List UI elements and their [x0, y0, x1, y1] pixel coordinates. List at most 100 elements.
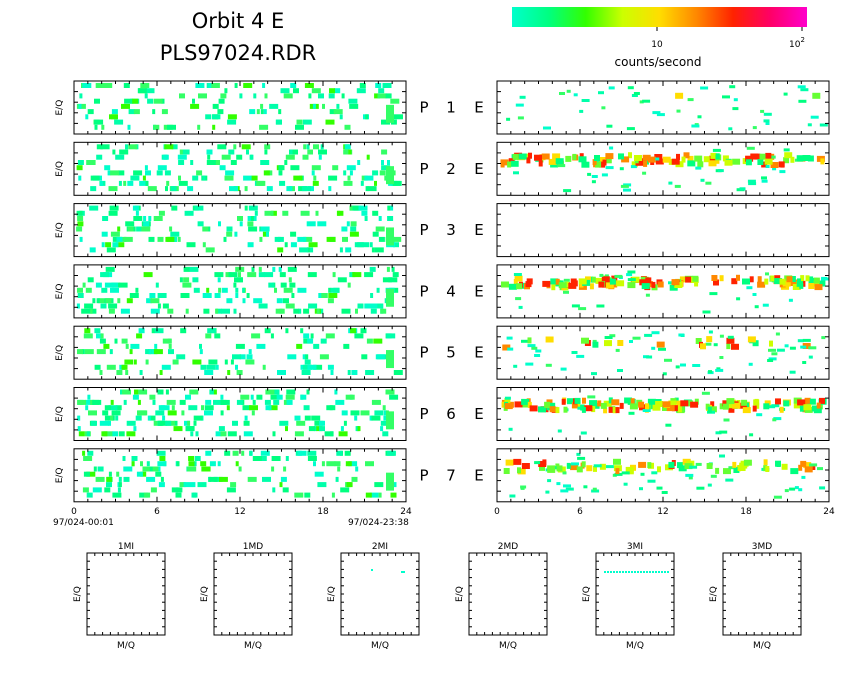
heatmap-cell [708, 330, 713, 334]
heatmap-cell [188, 405, 198, 411]
heatmap-cell [123, 399, 127, 405]
heatmap-cell [169, 226, 173, 232]
heatmap-cell [715, 153, 720, 160]
figure-title: Orbit 4 E [192, 9, 285, 33]
heatmap-cell [124, 359, 131, 365]
heatmap-cell [508, 283, 517, 290]
heatmap-cell [308, 303, 318, 309]
heatmap-cell [224, 175, 234, 181]
heatmap-cell [527, 337, 532, 344]
heatmap-cell [280, 88, 290, 94]
heatmap-cell [189, 266, 199, 272]
heatmap-cell [348, 461, 358, 467]
heatmap-cell [204, 370, 214, 375]
heatmap-cell [77, 399, 87, 405]
left-end-time: 97/024-23:38 [348, 518, 409, 528]
heatmap-cell [215, 431, 222, 437]
heatmap-cell [621, 156, 630, 163]
row-label-number: 2 [446, 160, 456, 178]
heatmap-cell [603, 400, 612, 407]
heatmap-cell [359, 83, 366, 88]
heatmap-cell [645, 403, 649, 410]
left-heatmap-cells [77, 389, 399, 437]
heatmap-cell [211, 114, 218, 120]
heatmap-cell [171, 487, 178, 493]
heatmap-cell [283, 466, 287, 472]
row-3: E/Q P 3 E [55, 203, 830, 258]
heatmap-cell [320, 144, 324, 150]
heatmap-cell [338, 431, 348, 437]
heatmap-cell [311, 415, 321, 421]
heatmap-cell [100, 303, 107, 309]
heatmap-cell [722, 95, 730, 99]
row-label-mode: E [474, 344, 483, 362]
heatmap-cell [112, 431, 118, 437]
heatmap-cell [775, 460, 781, 467]
heatmap-cell [763, 459, 768, 466]
heatmap-cell [276, 298, 283, 304]
mass-point [649, 571, 651, 573]
heatmap-cell [227, 431, 237, 437]
heatmap-cell [155, 410, 165, 416]
heatmap-cell [587, 395, 596, 399]
heatmap-cell [307, 364, 317, 370]
mass-point [667, 571, 669, 573]
heatmap-cell [578, 278, 587, 285]
heatmap-cell [808, 283, 815, 289]
heatmap-cell [199, 349, 203, 355]
heatmap-cell [527, 344, 536, 348]
heatmap-cell [264, 328, 271, 334]
heatmap-cell [155, 471, 162, 477]
heatmap-cell [674, 184, 681, 188]
mass-point [658, 571, 660, 573]
heatmap-cell [205, 399, 212, 405]
heatmap-cell [726, 343, 731, 350]
heatmap-cell [291, 293, 295, 298]
heatmap-cell [565, 281, 570, 288]
heatmap-cell [821, 336, 826, 340]
heatmap-cell [769, 340, 773, 347]
heatmap-cell [651, 346, 656, 350]
heatmap-cell [576, 466, 583, 473]
heatmap-cell [104, 415, 114, 421]
heatmap-cell [318, 293, 322, 298]
heatmap-cell [360, 180, 364, 186]
heatmap-cell [556, 482, 561, 486]
heatmap-cell [76, 226, 83, 232]
heatmap-cell [189, 389, 199, 395]
mass-point [661, 571, 663, 573]
heatmap-cell [127, 180, 134, 186]
heatmap-cell [108, 308, 115, 314]
heatmap-cell [89, 308, 93, 314]
heatmap-cell [627, 468, 634, 475]
mass-panel-ylabel: E/Q [73, 586, 83, 602]
heatmap-cell [687, 160, 696, 167]
heatmap-cell [697, 115, 702, 119]
heatmap-cell [329, 109, 336, 115]
heatmap-cell [627, 282, 636, 289]
heatmap-cell [153, 98, 163, 104]
heatmap-cell [768, 348, 776, 352]
heatmap-cell [509, 494, 516, 498]
heatmap-cell [217, 114, 221, 120]
row-label-p: P [419, 466, 428, 484]
heatmap-cell [798, 99, 807, 103]
mass-point [610, 571, 612, 573]
heatmap-cell [767, 405, 776, 409]
heatmap-cell [779, 170, 786, 174]
heatmap-cell [205, 333, 212, 339]
heatmap-cell [768, 357, 777, 361]
heatmap-cell [283, 93, 293, 99]
heatmap-cell [196, 170, 203, 176]
heatmap-cell [283, 298, 289, 304]
heatmap-cell [736, 297, 741, 301]
heatmap-cell [170, 186, 177, 192]
heatmap-cell [230, 482, 237, 488]
heatmap-cell [94, 119, 104, 125]
left-heatmap-cells [76, 266, 399, 314]
heatmap-cell [374, 247, 384, 253]
heatmap-cell [241, 144, 251, 150]
heatmap-cell [671, 405, 678, 412]
heatmap-cell [387, 160, 390, 165]
mass-panel-2md: 2MD E/Q M/Q [455, 542, 548, 651]
